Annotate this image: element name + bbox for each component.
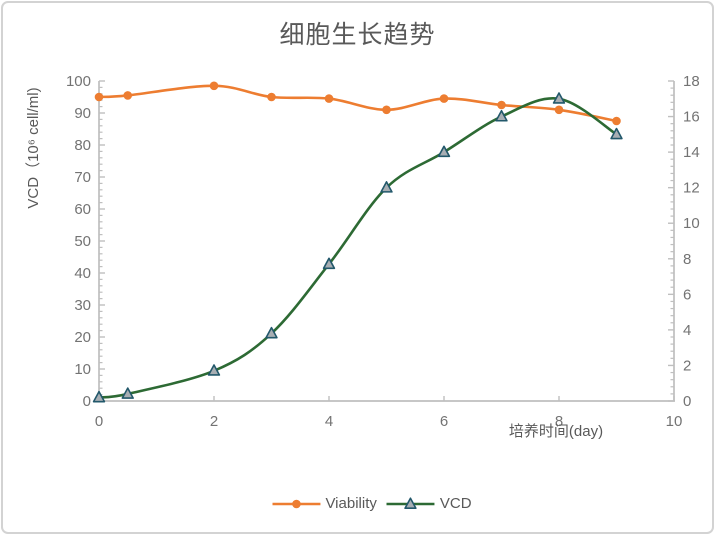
vcd-marker	[380, 181, 393, 193]
chart-title: 细胞生长趋势	[279, 21, 436, 49]
vcd-marker	[207, 364, 221, 376]
left-axis-tick-label: 100	[66, 73, 91, 90]
legend: Viability VCD	[272, 495, 472, 512]
viability-marker	[439, 94, 449, 103]
vcd-marker	[437, 145, 451, 158]
left-axis-tick-label: 20	[74, 329, 91, 346]
right-axis-tick-label: 2	[683, 357, 691, 374]
viability-marker	[382, 105, 391, 115]
left-axis-tick-label: 80	[74, 137, 91, 154]
right-axis-tick-label: 18	[683, 73, 700, 90]
legend-item-viability: Viability	[272, 495, 377, 512]
right-axis-tick-label: 4	[683, 322, 691, 339]
vcd-marker	[265, 326, 278, 339]
viability-marker	[497, 100, 506, 110]
left-axis-tick-label: 30	[74, 297, 91, 314]
left-axis-tick-label: 60	[74, 201, 91, 218]
viability-marker	[554, 105, 564, 115]
x-axis-tick-label: 0	[95, 413, 103, 430]
x-axis-tick-label: 4	[325, 413, 333, 430]
right-axis-tick-label: 8	[683, 251, 691, 268]
viability-marker	[94, 92, 104, 102]
vcd-marker	[92, 390, 106, 403]
vcd-marker	[121, 387, 134, 399]
x-axis-tick-label: 10	[666, 413, 683, 430]
viability-marker	[209, 81, 219, 91]
vcd-marker	[610, 127, 623, 140]
x-axis-tick-label: 8	[555, 413, 563, 430]
viability-marker	[267, 92, 276, 102]
left-axis-tick-label: 10	[74, 361, 91, 378]
right-axis-tick-label: 0	[683, 393, 691, 410]
legend-label-viability: Viability	[325, 495, 377, 512]
right-axis-tick-label: 14	[683, 144, 700, 161]
left-axis-tick-label: 0	[83, 393, 91, 410]
left-axis-tick-label: 50	[74, 233, 91, 250]
viability-marker	[324, 94, 334, 103]
vcd-marker	[552, 92, 566, 104]
left-axis-tick-label: 90	[74, 105, 91, 122]
x-axis-title: 培养时间(day)	[509, 423, 603, 440]
legend-item-vcd: VCD	[386, 495, 472, 512]
viability-marker	[612, 116, 621, 126]
right-axis-tick-label: 6	[683, 286, 691, 303]
x-axis-tick-label: 6	[440, 413, 448, 430]
left-axis-tick-label: 70	[74, 169, 91, 186]
right-axis-tick-label: 10	[683, 215, 700, 232]
y-axis-title: VCD（10⁶ cell/ml)	[25, 87, 42, 208]
vcd-marker	[495, 109, 508, 122]
x-axis-tick-label: 2	[210, 413, 218, 430]
right-axis-tick-label: 12	[683, 180, 700, 197]
vcd-marker	[322, 257, 336, 270]
legend-vcd-swatch-icon	[386, 496, 435, 509]
viability-marker	[123, 91, 133, 100]
right-axis-tick-label: 16	[683, 109, 700, 126]
left-axis-tick-label: 40	[74, 265, 91, 282]
legend-label-vcd: VCD	[439, 495, 472, 512]
vcd-line	[97, 97, 618, 399]
legend-viability-swatch-icon	[272, 499, 321, 508]
viability-line	[97, 84, 618, 123]
